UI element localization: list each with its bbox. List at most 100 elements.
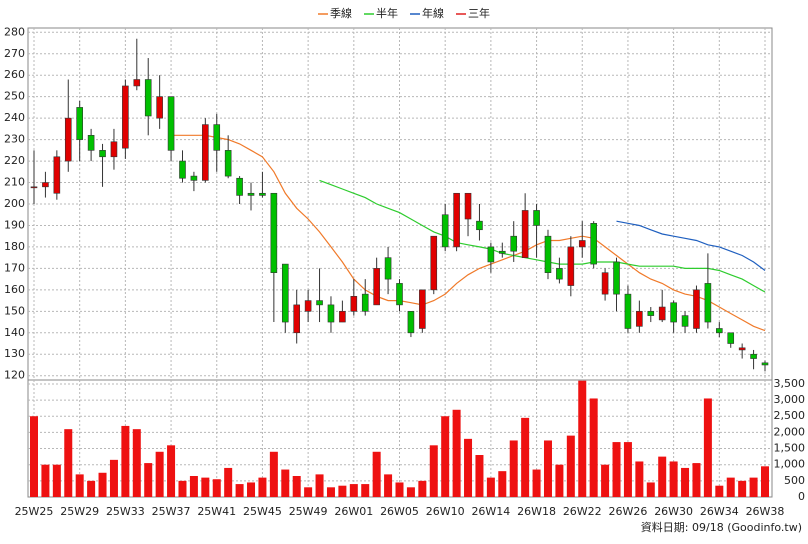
x-tick-label: 25W37: [152, 505, 191, 518]
volume-bar: [52, 464, 61, 497]
volume-bar: [761, 466, 769, 497]
candle-body: [567, 246, 575, 286]
volume-bar: [589, 398, 598, 497]
x-tick-label: 26W05: [380, 505, 419, 518]
volume-bar: [692, 463, 701, 497]
y-tick-label: 200: [4, 197, 25, 210]
candle-body: [544, 235, 552, 273]
x-tick-label: 26W38: [746, 505, 785, 518]
candle-body: [293, 304, 301, 334]
volume-bar: [109, 459, 118, 497]
volume-bar: [623, 442, 632, 497]
candle-body: [750, 353, 757, 359]
volume-bar: [703, 398, 712, 497]
candle-body: [122, 85, 129, 149]
candle-body: [247, 192, 255, 196]
volume-bar: [749, 477, 758, 497]
y2-tick-label: 2,500: [774, 409, 806, 422]
candle-body: [133, 79, 141, 87]
volume-bar: [601, 464, 610, 497]
volume-bar: [361, 484, 370, 497]
volume-bar: [738, 480, 747, 497]
y-tick-label: 150: [4, 304, 25, 317]
candle-body: [53, 156, 61, 194]
volume-bar: [543, 440, 552, 497]
candle-body: [110, 141, 118, 158]
candle-body: [407, 311, 415, 334]
volume-bar: [212, 479, 221, 497]
x-tick-label: 25W25: [15, 505, 54, 518]
candle-body: [327, 304, 335, 323]
candle-body: [716, 328, 723, 334]
y2-tick-label: 3,000: [774, 393, 806, 406]
candle-body: [476, 220, 483, 231]
volume-bar: [304, 487, 313, 497]
candle-body: [396, 283, 403, 306]
candle-body: [87, 135, 95, 151]
legend-label: 半年: [376, 6, 398, 20]
candle-body: [521, 210, 529, 258]
volume-bar: [167, 445, 176, 497]
y2-tick-label: 1,000: [774, 458, 806, 471]
volume-bar: [281, 469, 290, 497]
y-tick-label: 230: [4, 133, 25, 146]
x-tick-label: 25W49: [289, 505, 328, 518]
volume-bar: [98, 472, 107, 497]
volume-bar: [64, 429, 73, 497]
volume-bar: [418, 480, 427, 497]
y-tick-label: 190: [4, 218, 25, 231]
volume-bar: [578, 380, 587, 497]
candle-body: [533, 210, 540, 226]
candle-body: [590, 223, 597, 265]
y-tick-label: 140: [4, 326, 25, 339]
ma-line: [319, 179, 766, 293]
x-tick-label: 26W30: [654, 505, 693, 518]
candle-body: [430, 235, 438, 291]
candle-body: [316, 300, 323, 306]
volume-bar: [132, 429, 141, 497]
y-tick-label: 130: [4, 347, 25, 360]
candle-body: [647, 311, 655, 316]
candle-body: [30, 186, 38, 189]
volume-bar: [441, 416, 450, 497]
x-tick-label: 26W01: [334, 505, 373, 518]
candle-body: [64, 117, 72, 162]
candle-body: [339, 311, 346, 323]
candle-body: [441, 214, 449, 248]
x-tick-label: 25W45: [243, 505, 282, 518]
volume-bar: [144, 463, 153, 497]
candle-body: [270, 192, 278, 273]
candle-body: [76, 107, 83, 140]
candle-body: [727, 332, 735, 344]
volume-bar: [224, 467, 233, 497]
volume-bar: [326, 487, 335, 497]
candle-body: [144, 79, 152, 117]
volume-bar: [464, 438, 473, 497]
y-tick-label: 160: [4, 283, 25, 296]
y-tick-label: 250: [4, 90, 25, 103]
plot-frame: [27, 27, 773, 498]
y2-tick-label: 0: [798, 490, 805, 503]
candle-body: [156, 96, 163, 119]
candle-body: [179, 160, 186, 179]
ma-line: [616, 220, 766, 271]
volume-bar: [521, 417, 530, 497]
volume-bar: [486, 477, 495, 497]
legend-label: 三年: [468, 6, 490, 20]
volume-bar: [87, 480, 96, 497]
x-tick-label: 26W18: [517, 505, 556, 518]
candle-body: [636, 311, 643, 327]
volume-bar: [338, 485, 347, 497]
ma-line: [171, 134, 766, 332]
candle-body: [510, 235, 518, 252]
volume-bar: [372, 451, 381, 497]
x-tick-label: 25W41: [197, 505, 236, 518]
candle-body: [613, 261, 620, 295]
volume-bar: [669, 461, 678, 497]
candle-body: [464, 192, 472, 220]
candle-body: [213, 124, 221, 151]
volume-bar: [30, 416, 38, 497]
candle-body: [693, 289, 700, 329]
y-tick-label: 210: [4, 176, 25, 189]
